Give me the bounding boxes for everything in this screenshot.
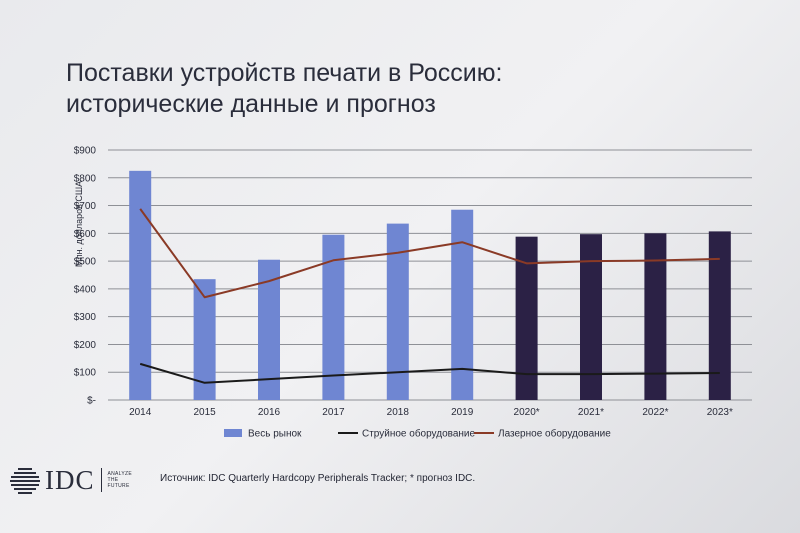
x-tick-label: 2017 [322,407,345,418]
x-tick-label: 2015 [193,407,216,418]
bar [129,170,152,400]
y-tick-label: $500 [74,257,97,268]
y-tick-label: $100 [74,368,97,379]
x-tick-label: 2018 [387,407,410,418]
bar [451,209,474,400]
logo-tagline-line: THE [107,477,119,483]
legend-swatch [224,429,242,437]
idc-logo: IDC ANALYZE THE FUTURE [8,466,138,494]
logo-tagline-line: ANALYZE [107,471,133,477]
y-tick-label: $800 [74,173,97,184]
x-tick-label: 2020* [514,407,540,418]
chart-legend: Весь рынок Струйное оборудование Лазерное … [224,428,611,440]
series-line [139,208,720,299]
series-line [139,362,720,384]
y-tick-label: $400 [74,284,97,295]
title-line-1: Поставки устройств печати в Россию: [66,59,503,87]
y-tick-label: $300 [74,312,97,323]
bar [322,234,345,400]
title-line-2: исторические данные и прогноз [66,90,436,118]
y-tick-label: $600 [74,229,97,240]
chart-bars [129,170,731,400]
logo-tagline-line: FUTURE [107,483,130,489]
bar [258,259,280,400]
idc-globe-icon [10,468,40,494]
chart-lines [139,208,720,384]
x-tick-label: 2023* [707,407,733,418]
y-axis-label: Млн. долларов США [74,181,84,267]
y-axis-ticks: $- $100 $200 $300 $400 $500 $600 $700 $800 $900 [74,146,97,407]
x-tick-label: 2022* [642,407,668,418]
y-tick-label: $900 [74,146,97,157]
slide-title: Поставки устройств печати в Россию: исто… [66,58,502,120]
bar [580,234,602,400]
legend-label: Лазерное оборудование [498,428,611,440]
x-tick-label: 2016 [258,407,281,418]
chart: $- $100 $200 $300 $400 $500 $600 $700 $800 $900 2… [74,146,752,440]
y-tick-label: $- [87,396,96,407]
logo-text: IDC [45,465,95,495]
x-tick-label: 2019 [451,407,474,418]
bar [515,236,538,400]
logo-tagline: ANALYZE THE FUTURE [108,471,138,489]
logo-divider [100,468,102,492]
bar [644,233,667,400]
footer: IDC ANALYZE THE FUTURE Источник: IDC Qua… [0,460,800,500]
legend-label: Весь рынок [248,429,302,440]
y-tick-label: $700 [74,201,97,212]
bar [193,279,216,400]
bar [708,231,731,400]
bar [386,223,409,400]
y-tick-label: $200 [74,340,97,351]
x-axis-ticks: 2014 2015 2016 2017 2018 2019 2020* 2021* 2022* 2… [129,407,733,418]
x-tick-label: 2014 [129,407,152,418]
x-tick-label: 2021* [578,407,604,418]
source-note: Источник: IDC Quarterly Hardcopy Periphe… [160,473,476,484]
legend-label: Струйное оборудование [362,428,475,440]
